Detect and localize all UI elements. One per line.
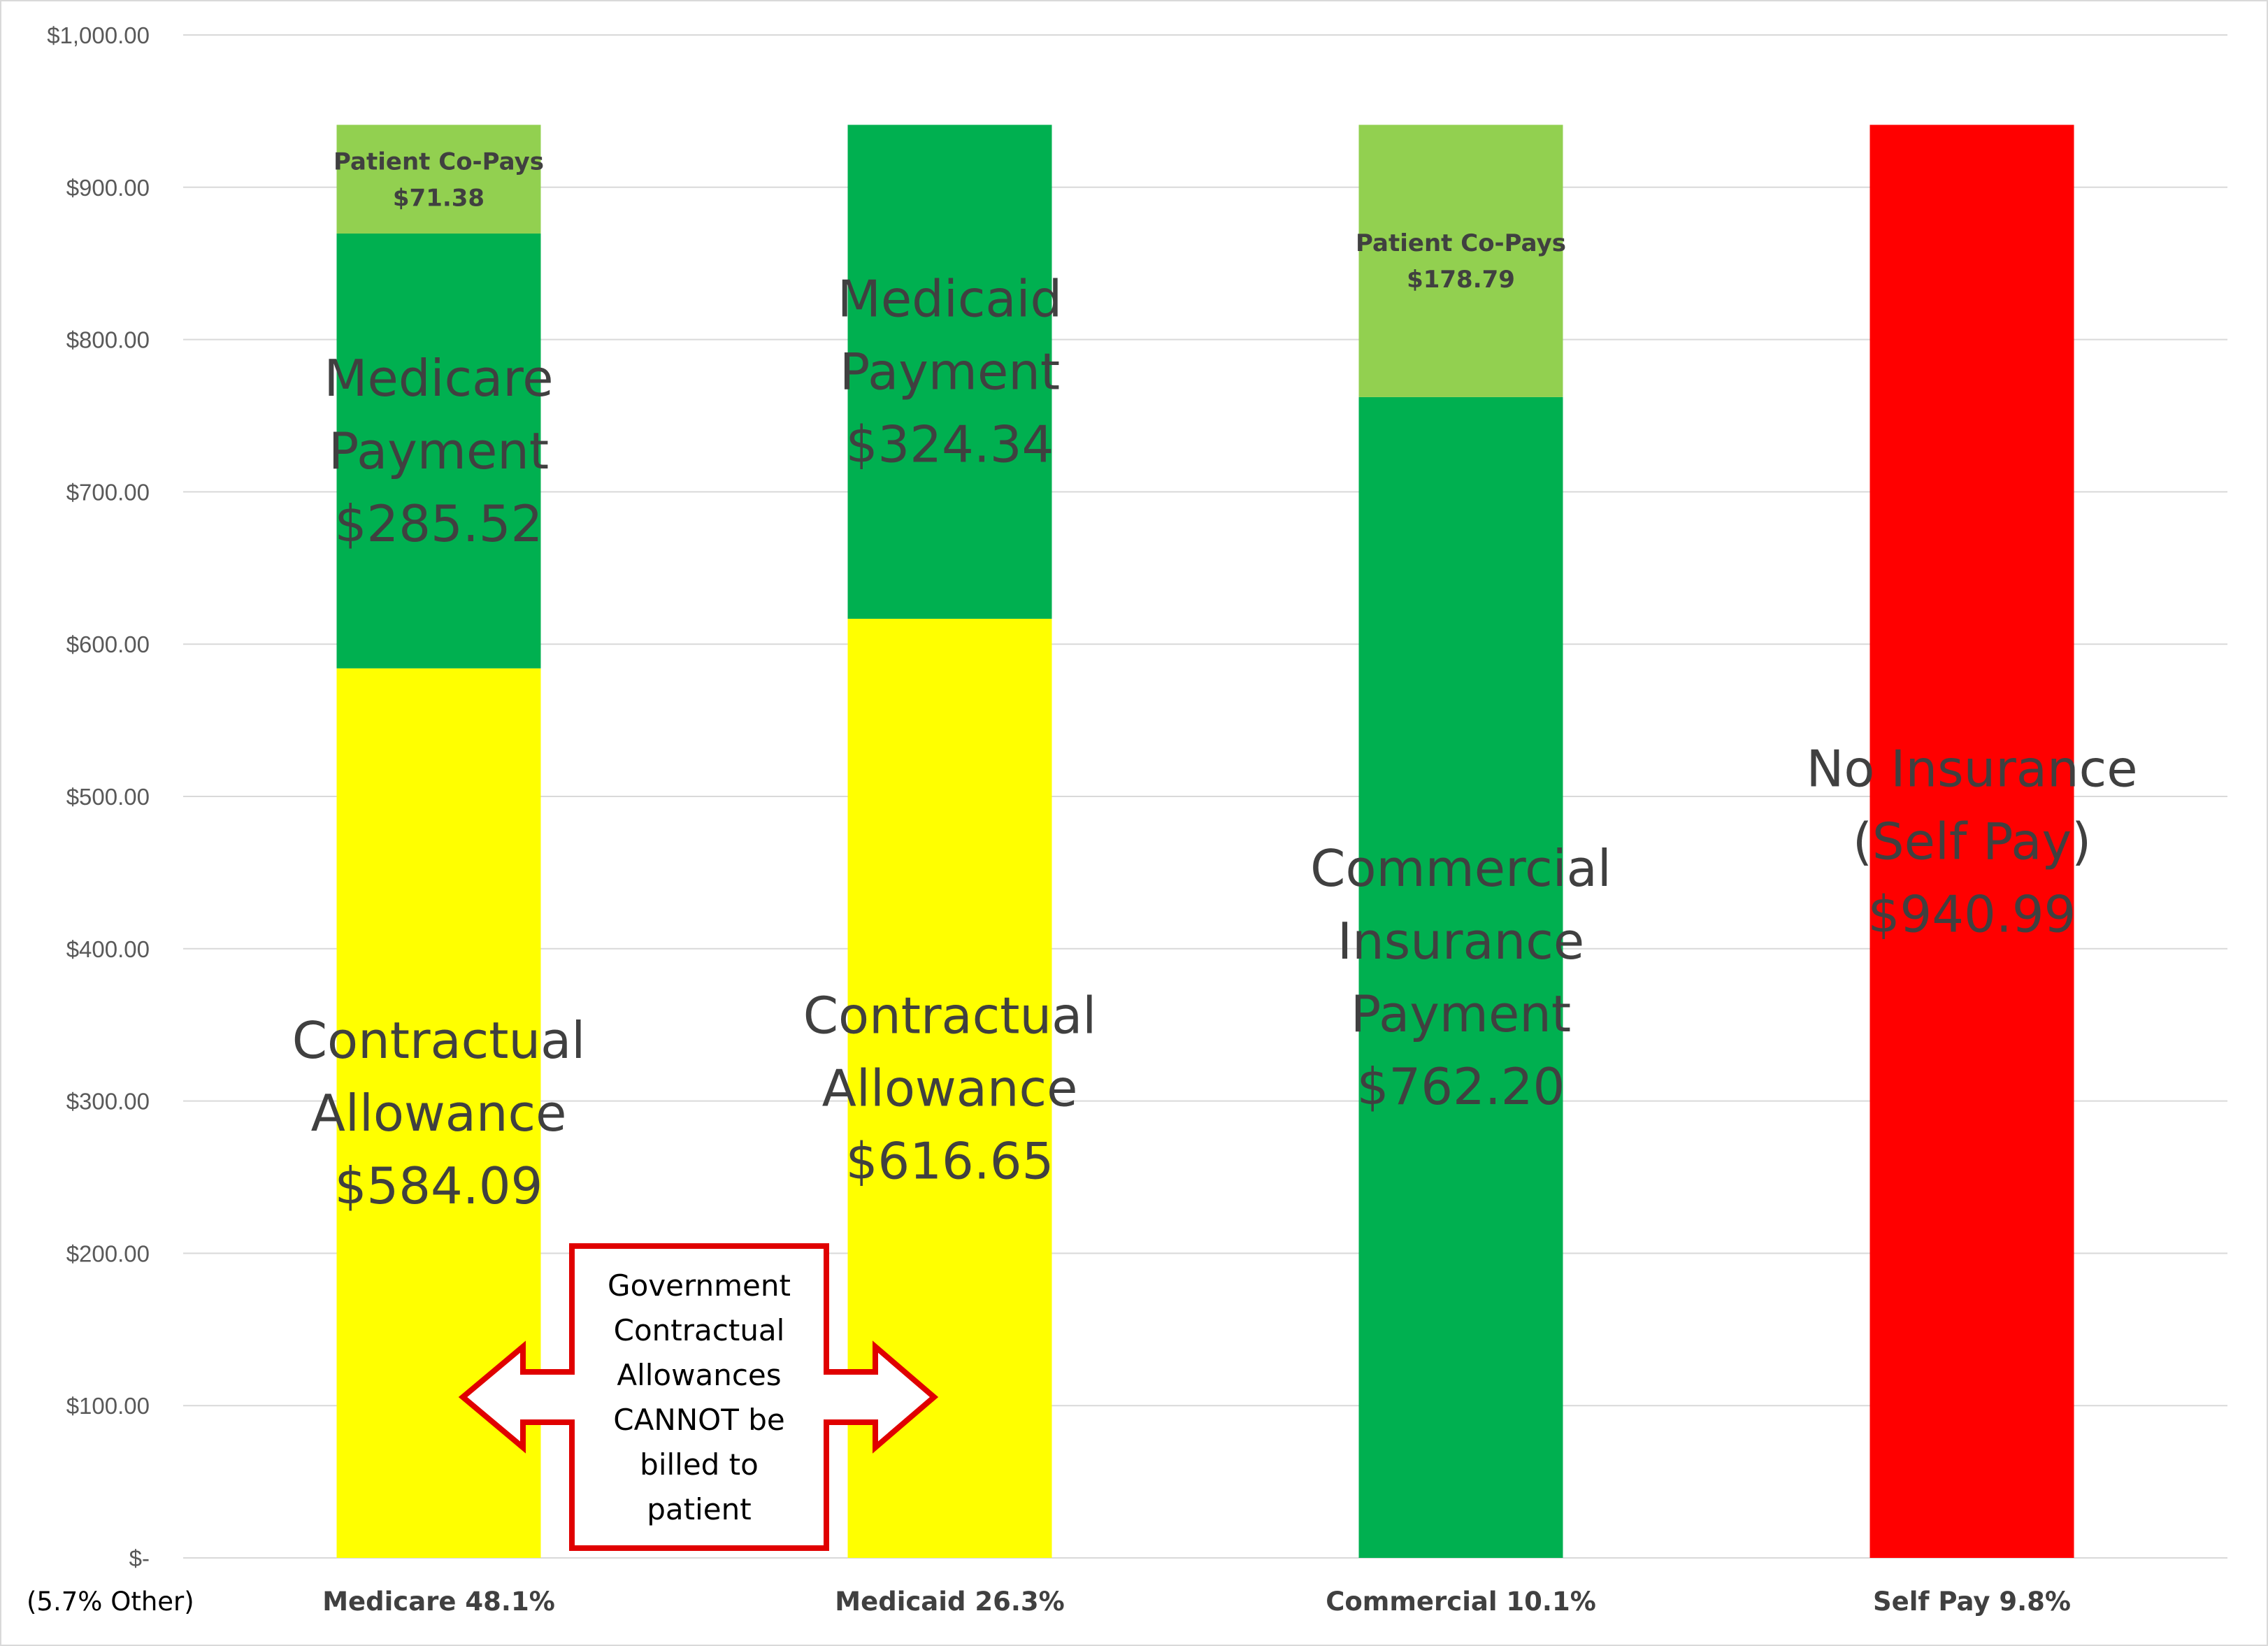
- bar-segment: [336, 233, 541, 668]
- segment-label-line: $616.65: [846, 1131, 1054, 1190]
- segment-label: Contractual Allowance $616.65: [803, 986, 1096, 1190]
- y-tick-label: $-: [129, 1545, 150, 1571]
- callout-text-line: billed to: [640, 1447, 759, 1482]
- segment-label-line: Commercial: [1310, 839, 1612, 898]
- y-tick-label: $900.00: [66, 175, 150, 201]
- segment-label-line: Contractual: [292, 1011, 585, 1070]
- segment-label-line: $324.34: [846, 415, 1054, 474]
- callout-double-arrow: [458, 1243, 939, 1551]
- y-tick-label: $1,000.00: [47, 22, 150, 48]
- y-tick-label: $300.00: [66, 1089, 150, 1115]
- segment-label-line: Allowance: [311, 1084, 567, 1143]
- segment-label-line: Contractual: [803, 986, 1096, 1045]
- bars: [336, 124, 2074, 1559]
- callout-text-line: Allowances: [617, 1358, 781, 1392]
- y-axis-ticks: $- $100.00 $200.00 $300.00 $400.00 $500.00 $60…: [47, 22, 150, 1571]
- callout-text-line: Government: [608, 1268, 791, 1303]
- segment-label-line: Patient Co-Pays: [333, 148, 544, 176]
- segment-label-line: Medicaid: [838, 270, 1063, 329]
- segment-label-line: Insurance: [1337, 912, 1584, 971]
- callout-text: Government Contractual Allowances CANNOT be…: [608, 1268, 791, 1526]
- category-note: (5.7% Other): [27, 1587, 194, 1617]
- x-category-label: Medicare 48.1%: [322, 1587, 555, 1617]
- segment-label: Patient Co-Pays $71.38: [333, 148, 544, 212]
- y-tick-label: $100.00: [66, 1393, 150, 1419]
- bar-segment: [336, 124, 541, 234]
- segment-label-line: No Insurance: [1806, 739, 2137, 798]
- y-tick-label: $400.00: [66, 936, 150, 962]
- segment-label-line: $71.38: [393, 184, 485, 212]
- bar-segment: [847, 124, 1052, 619]
- segment-label: Commercial Insurance Payment $762.20: [1310, 839, 1612, 1116]
- bar-segment: [1358, 124, 1563, 397]
- x-category-label: Medicaid 26.3%: [835, 1587, 1064, 1617]
- segment-label-line: $762.20: [1357, 1057, 1565, 1116]
- segment-label: No Insurance (Self Pay) $940.99: [1806, 739, 2137, 943]
- segment-label: Medicare Payment $285.52: [324, 349, 553, 553]
- x-category-label: Self Pay 9.8%: [1873, 1587, 2071, 1617]
- y-tick-label: $500.00: [66, 784, 150, 810]
- callout-text-line: CANNOT be: [613, 1403, 784, 1437]
- segment-label-line: Patient Co-Pays: [1356, 229, 1566, 257]
- bar-segment: [1869, 124, 2074, 1559]
- segment-label-line: $940.99: [1868, 885, 2076, 943]
- segment-label: Patient Co-Pays $178.79: [1356, 229, 1566, 294]
- segment-label-line: Payment: [1351, 985, 1571, 1043]
- callout: Government Contractual Allowances CANNOT be…: [458, 1243, 939, 1551]
- y-tick-label: $700.00: [66, 479, 150, 505]
- segment-label-line: Payment: [840, 343, 1060, 401]
- callout-text-line: patient: [647, 1492, 751, 1526]
- segment-label: Contractual Allowance $584.09: [292, 1011, 585, 1215]
- y-tick-label: $200.00: [66, 1240, 150, 1266]
- segment-label: Medicaid Payment $324.34: [838, 270, 1063, 474]
- segment-label-line: $178.79: [1407, 266, 1515, 294]
- segment-label-line: (Self Pay): [1853, 812, 2091, 871]
- segment-label-line: $584.09: [335, 1157, 543, 1215]
- x-category-label: Commercial 10.1%: [1326, 1587, 1596, 1617]
- y-tick-label: $800.00: [66, 327, 150, 353]
- segment-label-line: Allowance: [822, 1059, 1078, 1117]
- segment-label-line: Medicare: [324, 349, 553, 408]
- segment-labels: Contractual Allowance $584.09 Medicare Payme…: [292, 148, 2138, 1215]
- bar-segment: [1358, 396, 1563, 1558]
- segment-label-line: $285.52: [335, 494, 543, 553]
- segment-label-line: Payment: [329, 422, 549, 480]
- callout-text-line: Contractual: [614, 1313, 785, 1347]
- y-tick-label: $600.00: [66, 631, 150, 657]
- x-axis-categories: Medicare 48.1% Medicaid 26.3% Commercial 1…: [322, 1587, 2071, 1617]
